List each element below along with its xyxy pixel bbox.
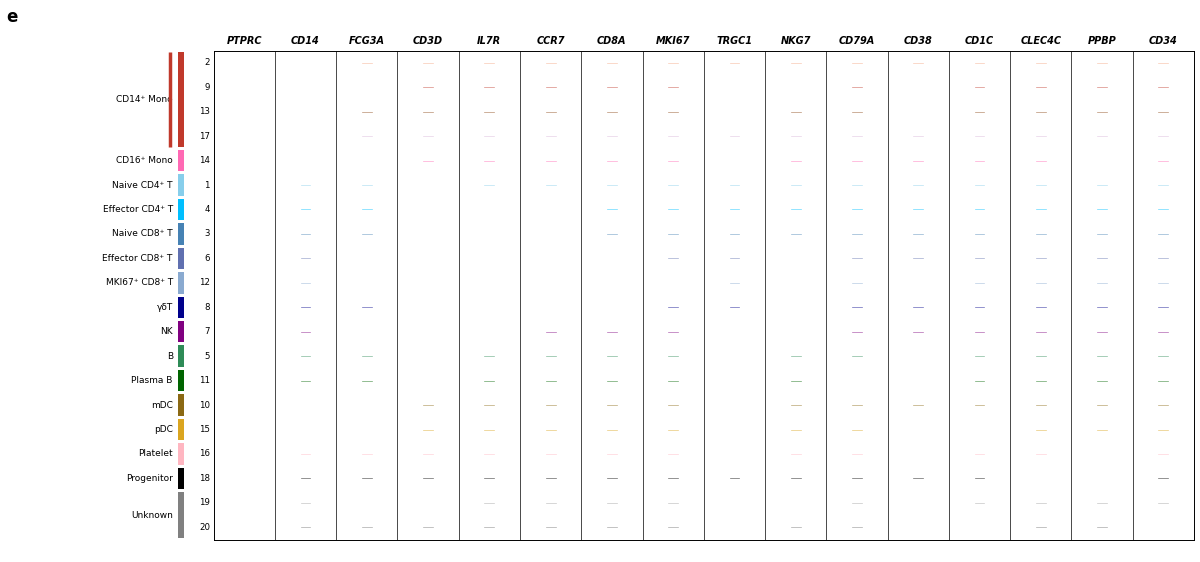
Text: CD8A: CD8A <box>598 36 626 46</box>
Text: Naive CD4⁺ T: Naive CD4⁺ T <box>113 180 173 189</box>
Text: CD14: CD14 <box>292 36 320 46</box>
Text: 9: 9 <box>205 83 210 92</box>
Text: 20: 20 <box>199 523 210 532</box>
Text: γδT: γδT <box>156 303 173 312</box>
Text: PPBP: PPBP <box>1087 36 1116 46</box>
Text: Effector CD8⁺ T: Effector CD8⁺ T <box>102 254 173 263</box>
Text: 7: 7 <box>204 327 210 336</box>
Text: CLEC4C: CLEC4C <box>1020 36 1061 46</box>
Text: MKI67⁺ CD8⁺ T: MKI67⁺ CD8⁺ T <box>106 278 173 287</box>
Text: 6: 6 <box>204 254 210 263</box>
Text: 3: 3 <box>204 229 210 238</box>
Text: Plasma B: Plasma B <box>132 376 173 385</box>
Text: NKG7: NKG7 <box>780 36 811 46</box>
Text: 14: 14 <box>199 156 210 165</box>
Text: 18: 18 <box>199 474 210 483</box>
Text: 4: 4 <box>204 205 210 214</box>
Text: TRGC1: TRGC1 <box>716 36 752 46</box>
Text: CD79A: CD79A <box>839 36 875 46</box>
Text: 2: 2 <box>204 58 210 67</box>
Text: CD1C: CD1C <box>965 36 994 46</box>
Text: Naive CD8⁺ T: Naive CD8⁺ T <box>112 229 173 238</box>
Text: CCR7: CCR7 <box>536 36 565 46</box>
Text: 19: 19 <box>199 498 210 507</box>
Text: CD38: CD38 <box>904 36 932 46</box>
Text: e: e <box>6 8 17 26</box>
Text: Progenitor: Progenitor <box>126 474 173 483</box>
Text: CD16⁺ Mono: CD16⁺ Mono <box>116 156 173 165</box>
Text: 1: 1 <box>204 180 210 189</box>
Text: 17: 17 <box>199 132 210 140</box>
Text: NK: NK <box>160 327 173 336</box>
Text: mDC: mDC <box>151 401 173 410</box>
Text: Unknown: Unknown <box>131 510 173 520</box>
Text: 13: 13 <box>199 107 210 116</box>
Text: CD34: CD34 <box>1148 36 1177 46</box>
Text: 10: 10 <box>199 401 210 410</box>
Text: 11: 11 <box>199 376 210 385</box>
Text: 5: 5 <box>204 352 210 361</box>
Text: FCG3A: FCG3A <box>349 36 385 46</box>
Text: MKI67: MKI67 <box>656 36 690 46</box>
Text: IL7R: IL7R <box>478 36 502 46</box>
Text: Platelet: Platelet <box>138 450 173 459</box>
Text: 8: 8 <box>204 303 210 312</box>
Text: 16: 16 <box>199 450 210 459</box>
Text: Effector CD4⁺ T: Effector CD4⁺ T <box>102 205 173 214</box>
Text: B: B <box>167 352 173 361</box>
Text: 12: 12 <box>199 278 210 287</box>
Text: 15: 15 <box>199 425 210 434</box>
Text: CD3D: CD3D <box>413 36 443 46</box>
Text: CD14⁺ Mono: CD14⁺ Mono <box>116 95 173 104</box>
Text: PTPRC: PTPRC <box>227 36 262 46</box>
Text: pDC: pDC <box>154 425 173 434</box>
